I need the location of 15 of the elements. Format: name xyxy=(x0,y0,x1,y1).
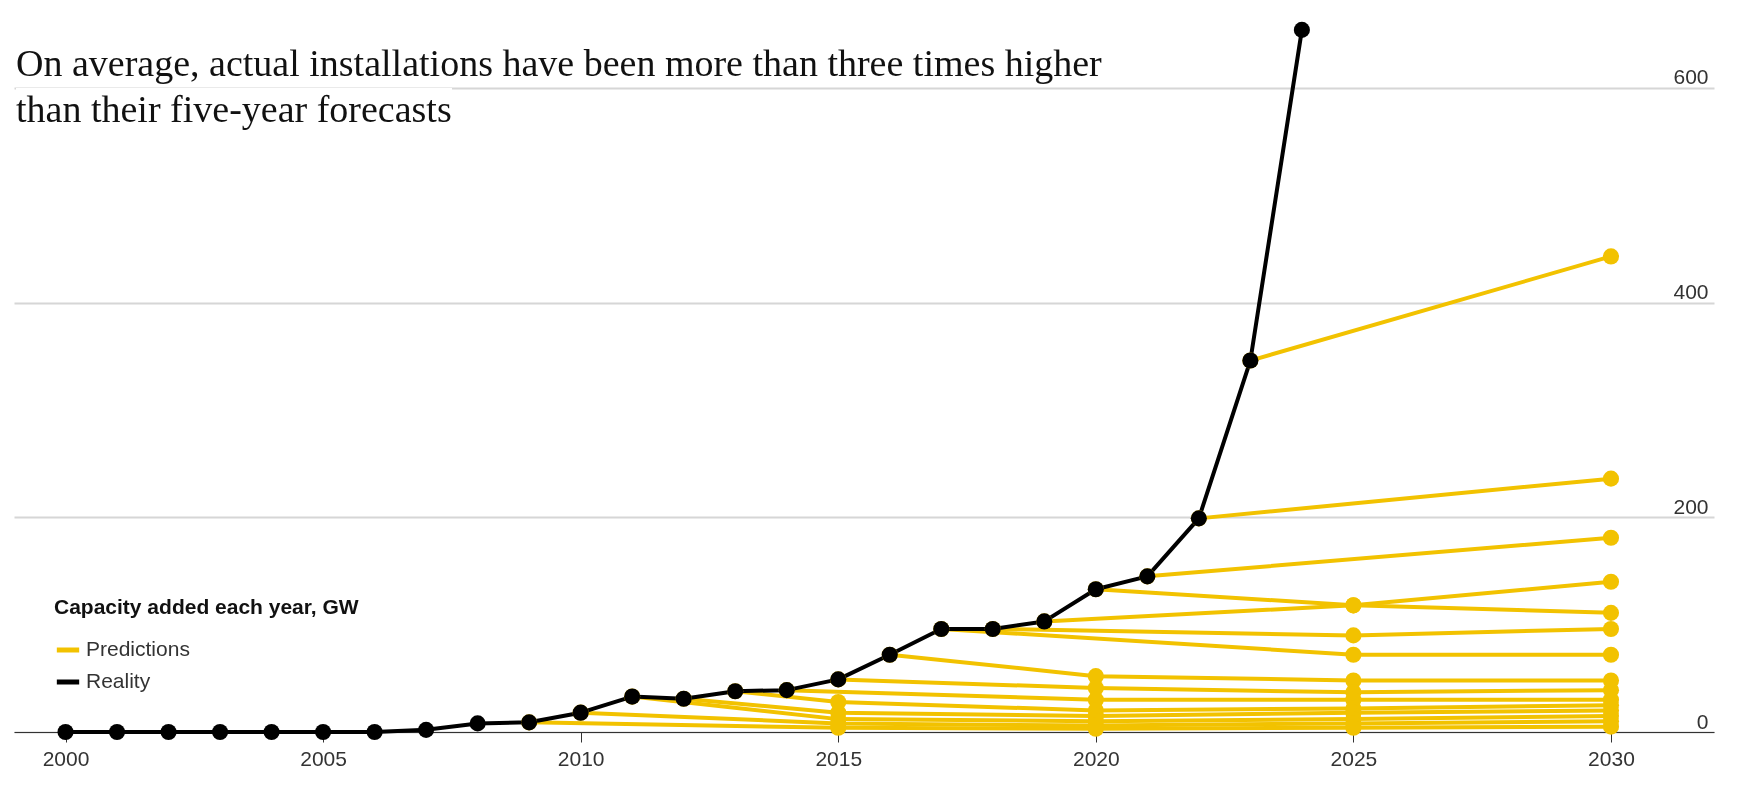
legend-label: Reality xyxy=(86,669,151,692)
y-tick-label: 200 xyxy=(1673,494,1709,518)
legend-label: Predictions xyxy=(86,637,190,660)
x-tick-label: 2005 xyxy=(300,746,347,770)
legend-title: Capacity added each year, GW xyxy=(54,595,359,618)
x-tick-label: 2015 xyxy=(815,746,863,770)
x-tick-label: 2020 xyxy=(1072,746,1120,770)
y-tick-label: 0 xyxy=(1696,709,1709,733)
x-tick-label: 2000 xyxy=(42,746,90,770)
x-tick-label: 2010 xyxy=(557,746,605,770)
x-tick-label: 2025 xyxy=(1330,746,1378,770)
text: On average, actual installations have been more than three times higher than their five-year forecasts xyxy=(16,42,1102,130)
y-tick-label: 400 xyxy=(1673,280,1709,304)
y-tick-label: 600 xyxy=(1673,65,1709,89)
x-tick-label: 2030 xyxy=(1588,746,1635,770)
